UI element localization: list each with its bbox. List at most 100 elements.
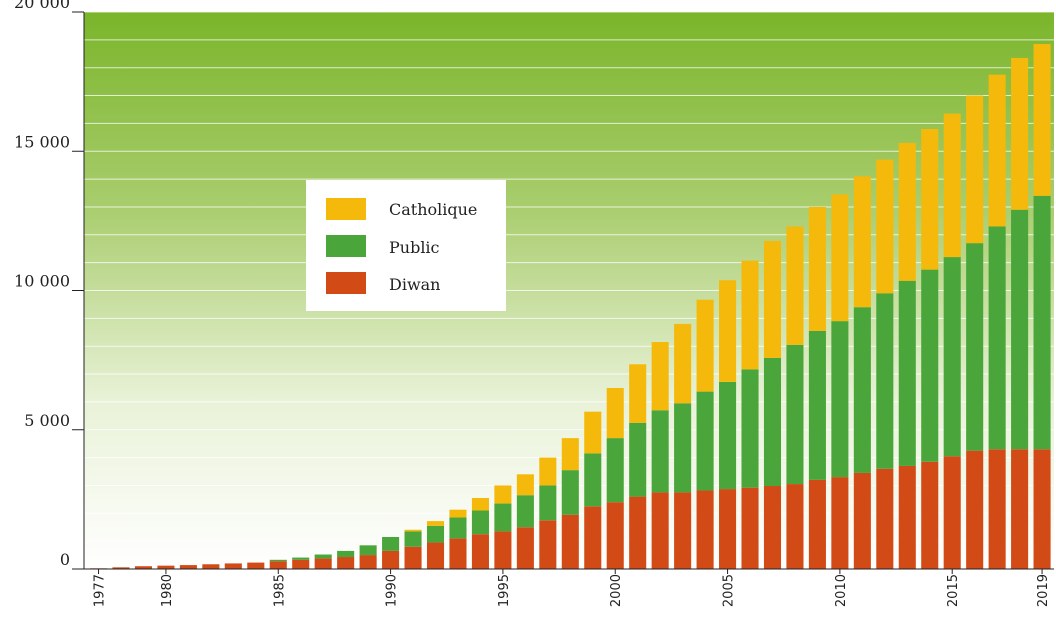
bar-public-2009 [808,330,826,480]
bar-catholique-2009 [808,206,826,331]
bar-diwan-1993 [449,538,467,569]
bar-diwan-1986 [292,559,310,569]
bar-diwan-1987 [314,558,332,569]
bar-group-1991 [404,529,422,569]
bar-public-1987 [314,554,332,559]
bar-group-1978 [112,567,130,569]
bar-diwan-2002 [651,492,669,569]
bar-public-2004 [696,391,714,491]
x-tick-label: 2019 [1036,574,1051,607]
bar-group-1996 [516,474,534,569]
bar-group-1999 [584,411,602,569]
bar-diwan-1997 [539,520,557,569]
x-tick-labels: 1977 1980 1985 1990 1995 2000 2005 2010 2015 2019 [93,569,1051,607]
bar-catholique-2001 [629,364,647,423]
bar-diwan-2014 [921,461,939,569]
bar-catholique-1993 [449,509,467,518]
bar-catholique-2017 [988,74,1006,227]
bar-diwan-2015 [943,456,961,569]
bar-group-2010 [831,194,849,569]
bar-catholique-1991 [404,529,422,532]
x-tick-label: 2010 [834,574,849,607]
bar-group-2003 [674,323,692,569]
x-tick-label: 1980 [160,574,175,607]
bar-public-1999 [584,453,602,507]
bar-public-1992 [426,525,445,543]
bar-public-1991 [404,531,422,547]
bar-catholique-2010 [831,194,849,322]
bar-group-2013 [898,142,916,569]
bar-group-1980 [157,565,175,569]
x-tick-label: 2000 [609,574,624,607]
bar-diwan-1989 [359,555,377,569]
bar-public-2012 [876,293,894,469]
bar-diwan-1982 [202,564,220,569]
bar-catholique-2012 [876,159,894,294]
legend-label-public: Public [389,238,440,257]
bar-public-1996 [516,495,534,528]
bar-catholique-2014 [921,128,939,270]
bar-diwan-2004 [696,490,714,569]
bar-diwan-1991 [404,546,422,569]
bar-public-2016 [966,243,984,451]
bar-diwan-1998 [561,514,579,569]
bar-diwan-1996 [516,527,534,569]
bar-diwan-2018 [1011,449,1029,569]
y-tick-label: 5 000 [24,411,70,430]
y-tick-label: 10 000 [14,272,70,291]
bar-diwan-2019 [1033,449,1051,569]
bar-group-1982 [202,564,220,569]
bar-public-2014 [921,269,939,462]
legend-label-catholique: Catholique [389,200,477,219]
bar-public-1997 [539,485,557,521]
bar-diwan-1999 [584,506,602,569]
x-tick-label: 1995 [497,574,512,607]
bar-diwan-2011 [853,472,871,569]
bar-catholique-1992 [426,521,445,526]
x-tick-label: 2005 [722,574,737,607]
bar-public-1990 [382,536,400,551]
bar-public-1989 [359,545,377,556]
y-tick-label: 0 [60,550,70,569]
bar-group-2005 [719,280,737,569]
bar-public-2008 [786,344,804,485]
bar-diwan-2003 [674,492,692,569]
bar-diwan-1984 [247,562,265,569]
bar-catholique-2002 [651,342,669,411]
legend: Catholique Public Diwan [306,180,506,311]
bar-catholique-1998 [561,438,579,471]
bar-public-2007 [763,357,782,487]
bar-diwan-1992 [426,542,445,569]
bar-public-2013 [898,280,916,466]
bar-group-1984 [247,562,265,569]
bar-group-2018 [1011,57,1029,569]
bar-group-2015 [943,113,961,569]
bar-diwan-1985 [269,561,287,569]
bar-public-1993 [449,517,467,539]
x-tick-label: 2015 [946,574,961,607]
bar-catholique-2003 [674,323,692,404]
bar-diwan-2009 [808,479,826,569]
y-tick-labels: 0 5 000 10 000 15 000 20 000 [14,0,84,570]
bar-diwan-1990 [382,550,400,569]
bar-catholique-2006 [741,260,759,370]
bar-group-1987 [314,554,332,569]
bar-diwan-2008 [786,484,804,569]
bar-public-1986 [292,557,310,560]
bar-group-2001 [629,364,647,569]
bar-diwan-1981 [179,565,197,569]
bar-public-2017 [988,226,1006,450]
legend-swatch-catholique [326,198,366,220]
bar-group-2008 [786,226,804,569]
bar-group-2011 [853,176,871,569]
bar-public-2018 [1011,209,1029,450]
bar-diwan-2000 [606,502,624,569]
bar-catholique-2015 [943,113,961,258]
bar-group-2009 [808,206,826,569]
legend-swatch-public [326,235,366,257]
bar-diwan-1980 [157,565,175,569]
bar-group-1993 [449,509,467,569]
bar-public-1994 [471,510,489,535]
bar-group-2000 [606,387,624,569]
